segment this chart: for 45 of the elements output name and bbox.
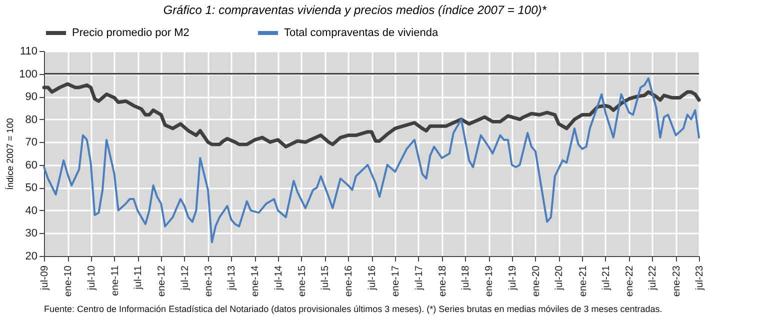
x-tick-label: ene-22	[624, 265, 636, 297]
x-tick-label: ene-13	[203, 265, 214, 297]
x-tick-label: jul-14	[273, 265, 284, 291]
x-tick-label: ene-15	[296, 265, 308, 297]
y-tick-label: 20	[25, 250, 38, 262]
x-tick-label: ene-12	[156, 265, 168, 297]
legend-label: Precio promedio por M2	[72, 27, 190, 39]
y-tick-label: 90	[25, 91, 38, 104]
y-tick-label: 70	[25, 136, 38, 149]
x-tick-label: jul-11	[133, 265, 144, 290]
y-tick-label: 100	[19, 68, 38, 80]
legend-label: Total compraventas de vivienda	[284, 27, 439, 39]
x-tick-label: ene-18	[437, 265, 448, 297]
x-tick-label: jul-22	[648, 265, 659, 291]
x-tick-label: jul-10	[86, 265, 98, 291]
chart-title: Gráfico 1: compraventas vivienda y precios medios (índice 2007 = 100)*	[163, 3, 547, 17]
x-tick-label: jul-23	[694, 265, 706, 291]
x-tick-label: jul-21	[600, 265, 612, 291]
x-tick-label: jul-18	[460, 265, 472, 291]
x-tick-label: jul-16	[367, 265, 378, 291]
x-tick-label: ene-23	[671, 265, 682, 297]
y-tick-label: 110	[20, 46, 38, 58]
x-tick-label: jul-12	[180, 265, 191, 291]
y-tick-label: 60	[25, 159, 38, 172]
x-tick-label: ene-17	[390, 265, 402, 297]
x-tick-label: jul-20	[554, 265, 566, 291]
line-series	[43, 77, 700, 244]
x-tick-label: jul-15	[320, 265, 332, 291]
x-tick-label: ene-19	[484, 265, 496, 297]
x-tick-label: ene-20	[530, 265, 542, 297]
x-tick-label: ene-14	[250, 265, 262, 297]
x-tick-label: ene-16	[344, 265, 355, 297]
x-tick-label: ene-11	[110, 265, 121, 296]
source-note: Fuente: Centro de Información Estadística del Notariado (datos provisionales últimos 3 meses). (*) Series brutas en medias móviles de 3 meses centradas.	[44, 304, 662, 314]
y-tick-label: 50	[25, 182, 38, 194]
y-axis-title: Índice 2007 = 100	[5, 118, 16, 190]
x-tick-label: ene-10	[63, 265, 74, 297]
x-tick-label: jul-09	[40, 265, 50, 291]
y-tick-label: 40	[25, 204, 38, 217]
x-tick-label: jul-17	[414, 265, 425, 291]
x-tick-label: jul-13	[226, 265, 238, 291]
y-tick-label: 30	[25, 228, 38, 240]
x-tick-label: jul-19	[507, 265, 518, 291]
y-tick-label: 80	[25, 114, 38, 126]
x-tick-label: ene-21	[578, 265, 589, 297]
